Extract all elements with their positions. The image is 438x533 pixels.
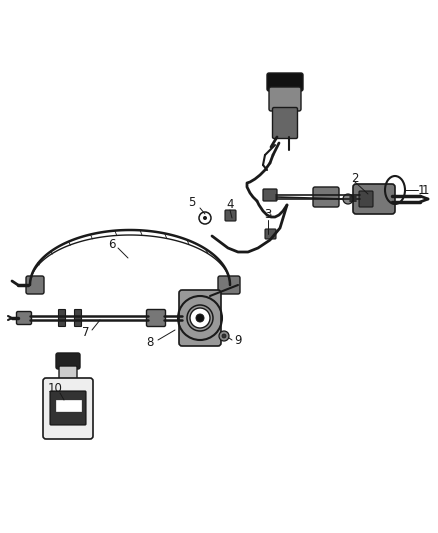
Circle shape [196, 314, 204, 322]
FancyBboxPatch shape [218, 276, 240, 294]
Circle shape [190, 308, 210, 328]
FancyBboxPatch shape [59, 310, 66, 327]
Text: 7: 7 [82, 327, 90, 340]
Text: 10: 10 [48, 382, 63, 394]
Circle shape [222, 334, 226, 338]
Circle shape [219, 331, 229, 341]
Text: 4: 4 [226, 198, 234, 212]
FancyBboxPatch shape [146, 310, 166, 327]
FancyBboxPatch shape [265, 229, 276, 239]
FancyBboxPatch shape [59, 366, 77, 382]
Text: 9: 9 [234, 334, 242, 346]
FancyBboxPatch shape [56, 400, 81, 410]
FancyBboxPatch shape [225, 210, 236, 221]
FancyBboxPatch shape [179, 290, 221, 346]
FancyBboxPatch shape [74, 310, 81, 327]
FancyBboxPatch shape [56, 353, 80, 369]
Circle shape [203, 216, 207, 220]
FancyBboxPatch shape [267, 73, 303, 91]
FancyBboxPatch shape [26, 276, 44, 294]
Circle shape [343, 194, 353, 204]
FancyBboxPatch shape [272, 108, 297, 139]
FancyBboxPatch shape [263, 189, 277, 201]
FancyBboxPatch shape [353, 184, 395, 214]
FancyBboxPatch shape [17, 311, 32, 325]
FancyBboxPatch shape [313, 187, 339, 207]
Text: 3: 3 [264, 208, 272, 222]
FancyBboxPatch shape [43, 378, 93, 439]
Text: 1: 1 [421, 183, 429, 197]
Text: 5: 5 [188, 197, 196, 209]
Text: 2: 2 [351, 172, 359, 184]
FancyBboxPatch shape [50, 391, 86, 425]
Text: 1: 1 [418, 183, 425, 197]
Text: 8: 8 [146, 336, 154, 350]
Text: 6: 6 [108, 238, 116, 252]
FancyBboxPatch shape [269, 87, 301, 111]
FancyBboxPatch shape [359, 191, 373, 207]
